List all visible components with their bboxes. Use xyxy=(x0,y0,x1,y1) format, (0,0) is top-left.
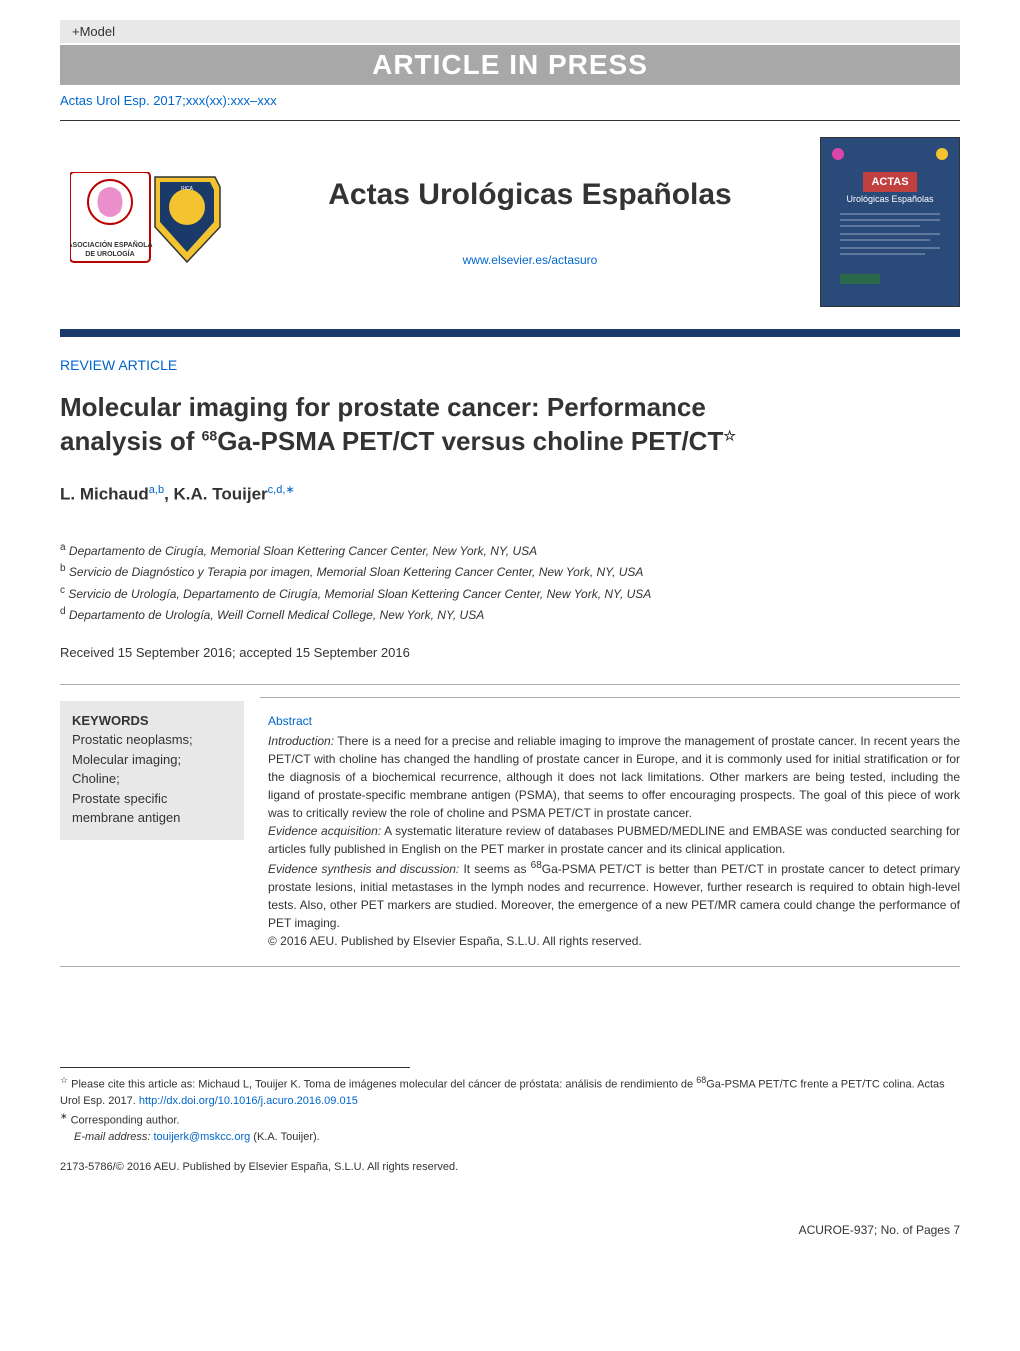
doi-link[interactable]: http://dx.doi.org/10.1016/j.acuro.2016.0… xyxy=(139,1095,358,1107)
keyword-item: Prostate specific xyxy=(72,789,232,809)
abstract-heading: Abstract xyxy=(268,714,960,728)
journal-header: ASOCIACIÓN ESPAÑOLA DE UROLOGÍA RICA Act… xyxy=(60,131,960,313)
cover-subtitle: Urológicas Españolas xyxy=(846,194,933,204)
abstract-box: KEYWORDS Prostatic neoplasms; Molecular … xyxy=(60,684,960,967)
top-bar: +Model xyxy=(60,20,960,43)
footer: ACUROE-937; No. of Pages 7 xyxy=(60,1203,960,1237)
citation: Actas Urol Esp. 2017;xxx(xx):xxx–xxx xyxy=(60,85,960,120)
journal-title-block: Actas Urológicas Españolas www.elsevier.… xyxy=(240,178,820,267)
society-logo: ASOCIACIÓN ESPAÑOLA DE UROLOGÍA RICA xyxy=(60,167,240,277)
journal-title: Actas Urológicas Españolas xyxy=(260,178,800,212)
keywords-column: KEYWORDS Prostatic neoplasms; Molecular … xyxy=(60,685,260,966)
press-banner: ARTICLE IN PRESS xyxy=(60,45,960,85)
keyword-item: Molecular imaging; xyxy=(72,750,232,770)
dates: Received 15 September 2016; accepted 15 … xyxy=(60,645,960,660)
svg-text:DE UROLOGÍA: DE UROLOGÍA xyxy=(85,249,134,258)
svg-text:ASOCIACIÓN ESPAÑOLA: ASOCIACIÓN ESPAÑOLA xyxy=(70,240,153,249)
abstract-column: Abstract Introduction: There is a need f… xyxy=(260,697,960,966)
email-link[interactable]: touijerk@mskcc.org xyxy=(153,1131,250,1143)
keywords-heading: KEYWORDS xyxy=(72,713,232,728)
authors: L. Michauda,b, K.A. Touijerc,d,∗ xyxy=(60,483,960,505)
model-label: +Model xyxy=(72,24,115,39)
footnote-rule xyxy=(60,1067,410,1068)
thick-rule xyxy=(60,329,960,337)
keyword-item: membrane antigen xyxy=(72,808,232,828)
keyword-item: Prostatic neoplasms; xyxy=(72,730,232,750)
article-type: REVIEW ARTICLE xyxy=(60,357,960,373)
article-title: Molecular imaging for prostate cancer: P… xyxy=(60,391,960,459)
journal-url[interactable]: www.elsevier.es/actasuro xyxy=(463,253,598,267)
affiliations: a Departamento de Cirugía, Memorial Sloa… xyxy=(60,540,960,625)
abstract-text: Introduction: There is a need for a prec… xyxy=(268,732,960,950)
footnotes: ☆ Please cite this article as: Michaud L… xyxy=(60,1074,960,1145)
svg-text:RICA: RICA xyxy=(181,186,194,192)
header-rule xyxy=(60,120,960,121)
cover-title: ACTAS xyxy=(863,172,916,192)
keyword-item: Choline; xyxy=(72,769,232,789)
journal-cover-thumb: ACTAS Urológicas Españolas xyxy=(820,137,960,307)
bottom-copyright: 2173-5786/© 2016 AEU. Published by Elsev… xyxy=(60,1161,960,1173)
